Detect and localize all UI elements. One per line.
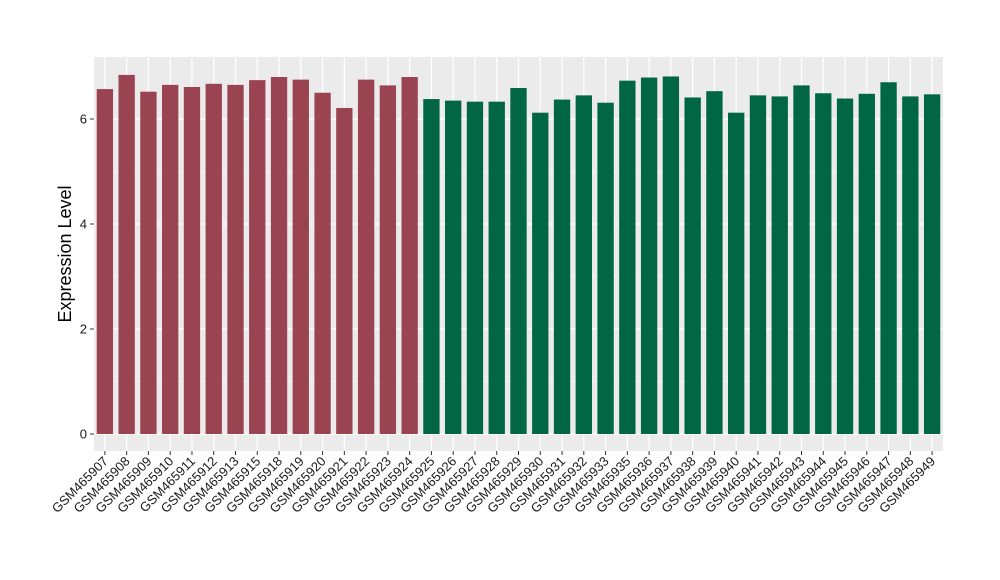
bar <box>771 96 788 435</box>
bar <box>445 100 462 434</box>
bar <box>880 82 897 434</box>
bar <box>662 76 680 434</box>
bars <box>96 74 941 435</box>
y-axis-title: Expression Level <box>55 185 75 322</box>
bar <box>684 97 701 434</box>
bar <box>553 99 571 434</box>
bar <box>118 74 135 435</box>
bar <box>858 93 875 435</box>
bar <box>488 101 505 435</box>
bar <box>532 112 549 434</box>
bar <box>640 77 658 435</box>
y-tick-label: 6 <box>80 112 87 127</box>
bar <box>336 107 353 434</box>
bar <box>575 95 592 434</box>
bar <box>270 77 288 434</box>
bar <box>292 79 309 434</box>
bar <box>401 77 418 434</box>
bar <box>249 80 266 435</box>
x-axis-ticks: GSM465907GSM465908GSM465909GSM465910GSM4… <box>49 451 938 516</box>
bar <box>619 80 636 435</box>
y-tick-label: 0 <box>80 427 87 442</box>
bar <box>597 102 614 434</box>
y-tick-label: 2 <box>80 322 87 337</box>
y-tick-label: 4 <box>80 217 87 232</box>
bar <box>314 92 331 434</box>
bar <box>836 98 854 435</box>
y-axis-ticks: 0 2 4 6 <box>80 112 94 442</box>
bar <box>357 79 375 434</box>
bar <box>793 85 810 435</box>
bar <box>706 91 723 435</box>
bar <box>162 84 179 434</box>
bar <box>466 101 484 435</box>
bar <box>815 93 832 435</box>
bar <box>140 91 157 434</box>
bar <box>379 85 397 435</box>
bar <box>227 84 244 434</box>
bar <box>749 95 767 434</box>
bar <box>902 96 919 435</box>
bar <box>728 112 745 434</box>
bar <box>205 83 222 434</box>
bar <box>923 94 941 434</box>
bar <box>423 99 440 435</box>
bar <box>510 88 527 435</box>
bar <box>96 89 114 434</box>
bar <box>183 86 201 434</box>
